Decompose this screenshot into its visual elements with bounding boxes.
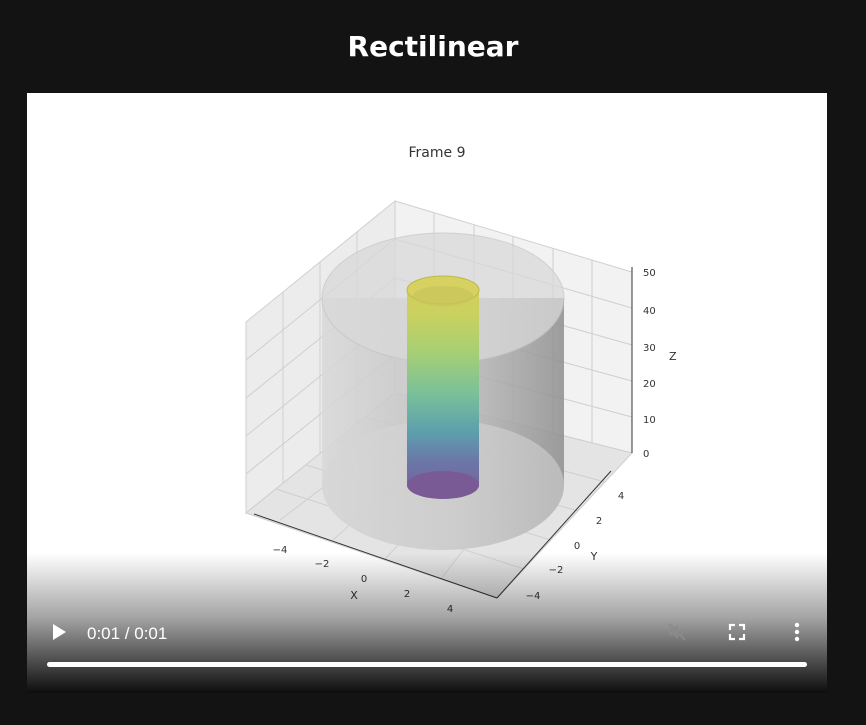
controls-overlay (27, 553, 827, 693)
volume-muted-icon (668, 623, 686, 641)
mute-button[interactable] (665, 620, 689, 644)
more-vert-icon (794, 622, 800, 642)
progress-bar[interactable] (47, 662, 807, 667)
y-tick-label: 4 (618, 491, 624, 502)
frame-title: Frame 9 (409, 145, 466, 161)
y-tick-label: 2 (596, 516, 602, 527)
z-tick-label: 40 (643, 306, 656, 317)
inner-cylinder (406, 275, 480, 499)
time-display: 0:01 / 0:01 (87, 624, 168, 643)
progress-fill (47, 662, 807, 667)
page-title: Rectilinear (347, 30, 519, 63)
z-tick-label: 30 (643, 343, 656, 354)
video-player[interactable]: Frame 9 −4 −2 0 2 4 X −4 −2 0 2 4 Y 0 10… (27, 93, 827, 693)
z-tick-label: 50 (643, 268, 656, 279)
play-icon (53, 624, 66, 640)
z-tick-label: 0 (643, 449, 649, 460)
z-axis-label: Z (669, 350, 677, 363)
video-frame: Frame 9 −4 −2 0 2 4 X −4 −2 0 2 4 Y 0 10… (244, 145, 677, 615)
y-tick-label: 0 (574, 541, 580, 552)
x-tick-label: −4 (273, 545, 288, 556)
fullscreen-icon (728, 623, 746, 641)
fullscreen-button[interactable] (725, 620, 749, 644)
z-tick-label: 20 (643, 379, 656, 390)
z-tick-label: 10 (643, 415, 656, 426)
more-options-button[interactable] (785, 620, 809, 644)
play-button[interactable] (47, 620, 71, 644)
